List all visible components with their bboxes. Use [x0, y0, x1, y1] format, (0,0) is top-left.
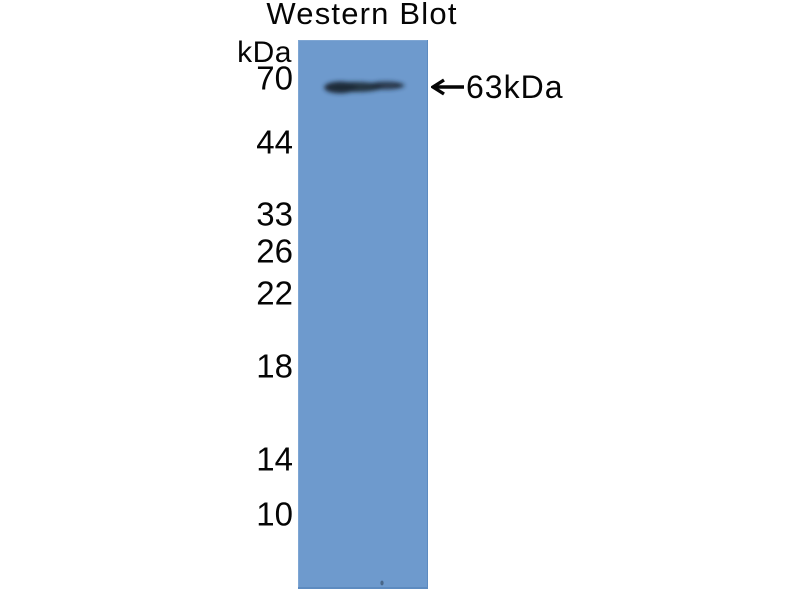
band-size-label: 63kDa	[466, 69, 564, 105]
mw-marker-70: 70	[256, 59, 293, 97]
protein-band	[324, 81, 405, 94]
mw-marker-18: 18	[256, 347, 293, 385]
kda-unit-label: kDa	[237, 36, 292, 69]
mw-marker-22: 22	[256, 274, 293, 312]
blot-lane-image	[298, 40, 428, 589]
mw-marker-10: 10	[256, 495, 293, 533]
mw-marker-44: 44	[256, 123, 293, 161]
mw-marker-26: 26	[256, 232, 293, 270]
figure-title: Western Blot	[266, 0, 458, 31]
protein-band-graphic	[324, 81, 405, 586]
mw-marker-14: 14	[256, 440, 293, 478]
left-arrow-icon	[431, 78, 464, 96]
mw-marker-33: 33	[256, 195, 293, 233]
lane-artifact-speck	[380, 580, 384, 586]
